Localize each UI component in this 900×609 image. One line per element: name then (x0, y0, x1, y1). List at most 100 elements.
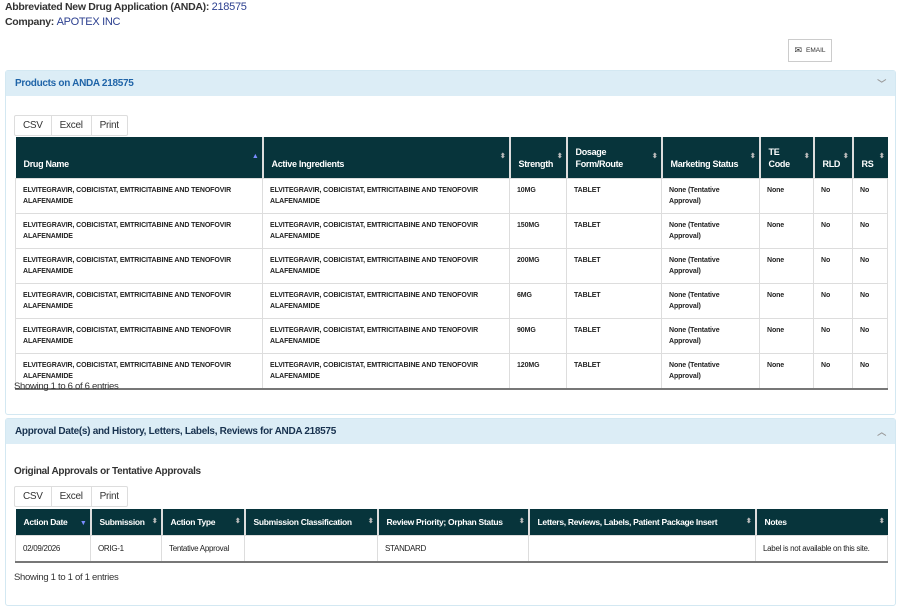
column-header[interactable]: Marketing Status ⬍ (661, 137, 761, 178)
excel-button[interactable]: Excel (52, 116, 92, 135)
table-cell: None (759, 247, 814, 284)
products-table-info: Showing 1 to 6 of 6 entries (14, 381, 119, 392)
table-cell: ELVITEGRAVIR, COBICISTAT, EMTRICITABINE … (262, 282, 510, 319)
column-header[interactable]: Submission ⬍ (90, 509, 163, 535)
table-cell: ELVITEGRAVIR, COBICISTAT, EMTRICITABINE … (15, 317, 263, 354)
approvals-subtitle: Original Approvals or Tentative Approval… (14, 466, 201, 477)
table-cell: 90MG (509, 317, 567, 354)
table-row: ELVITEGRAVIR, COBICISTAT, EMTRICITABINE … (15, 317, 888, 354)
table-cell: No (813, 177, 853, 214)
company-name[interactable]: APOTEX INC (56, 16, 121, 28)
column-header[interactable]: Drug Name ▲ (15, 137, 264, 178)
approvals-export-buttons: CSV Excel Print (14, 486, 128, 507)
column-header[interactable]: Action Type ⬍ (161, 509, 246, 535)
column-header-label: Submission Classification (253, 516, 353, 527)
table-cell: TABLET (566, 177, 662, 214)
excel-button[interactable]: Excel (52, 487, 92, 506)
sort-icon[interactable]: ⬍ (651, 153, 658, 160)
products-table: Drug Name ▲ Active Ingredients ⬍ Strength ⬍ Do… (15, 137, 888, 390)
sort-icon[interactable]: ⬍ (749, 153, 756, 160)
table-cell: TABLET (566, 317, 662, 354)
email-button[interactable]: ✉ EMAIL (788, 39, 832, 62)
table-cell: 150MG (509, 212, 567, 249)
sort-icon[interactable]: ⬍ (367, 518, 374, 525)
table-cell: TABLET (566, 247, 662, 284)
approvals-panel-header[interactable]: Approval Date(s) and History, Letters, L… (6, 419, 895, 444)
csv-button[interactable]: CSV (15, 116, 52, 135)
table-cell: TABLET (566, 282, 662, 319)
column-header[interactable]: Active Ingredients ⬍ (262, 137, 511, 178)
column-header[interactable]: Review Priority; Orphan Status ⬍ (377, 509, 530, 535)
table-cell: No (852, 352, 888, 390)
column-header[interactable]: Notes ⬍ (755, 509, 888, 535)
table-row: ELVITEGRAVIR, COBICISTAT, EMTRICITABINE … (15, 247, 888, 284)
sort-icon[interactable]: ⬍ (842, 153, 849, 160)
csv-button[interactable]: CSV (15, 487, 52, 506)
sort-descending-icon[interactable]: ▼ (79, 520, 87, 527)
table-row: ELVITEGRAVIR, COBICISTAT, EMTRICITABINE … (15, 212, 888, 249)
table-cell: ELVITEGRAVIR, COBICISTAT, EMTRICITABINE … (15, 177, 263, 214)
table-cell: 02/09/2026 (15, 534, 91, 563)
products-export-buttons: CSV Excel Print (14, 115, 128, 136)
envelope-icon: ✉ (794, 45, 803, 55)
table-cell: No (813, 282, 853, 319)
column-header[interactable]: Strength ⬍ (509, 137, 568, 178)
column-header-label: Active Ingredients (271, 158, 345, 169)
column-header[interactable]: Dosage Form/Route ⬍ (566, 137, 663, 178)
sort-icon[interactable]: ⬍ (556, 153, 563, 160)
table-row: ELVITEGRAVIR, COBICISTAT, EMTRICITABINE … (15, 282, 888, 319)
table-cell: None (Tentative Approval) (661, 247, 760, 284)
table-cell: No (813, 317, 853, 354)
sort-icon[interactable]: ⬍ (499, 153, 506, 160)
approvals-table-info: Showing 1 to 1 of 1 entries (14, 572, 119, 583)
table-cell: No (852, 212, 888, 249)
table-cell: ELVITEGRAVIR, COBICISTAT, EMTRICITABINE … (15, 247, 263, 284)
table-cell: None (759, 317, 814, 354)
table-cell: None (759, 282, 814, 319)
table-cell: ELVITEGRAVIR, COBICISTAT, EMTRICITABINE … (262, 212, 510, 249)
column-header-label: Notes (764, 516, 787, 527)
table-cell: None (Tentative Approval) (661, 282, 760, 319)
table-cell (244, 534, 378, 563)
anda-label: Abbreviated New Drug Application (ANDA): (5, 1, 210, 13)
column-header[interactable]: Letters, Reviews, Labels, Patient Packag… (528, 509, 757, 535)
table-cell: Tentative Approval (161, 534, 245, 563)
sort-ascending-icon[interactable]: ▲ (251, 153, 259, 160)
table-cell: No (813, 212, 853, 249)
sort-icon[interactable]: ⬍ (234, 518, 241, 525)
table-row: 02/09/2026 ORIG-1 Tentative Approval STANDA… (15, 534, 888, 563)
column-header-label: TE Code (768, 146, 791, 169)
column-header-label: Marketing Status (670, 158, 739, 169)
print-button[interactable]: Print (99, 491, 119, 502)
table-cell: None (759, 177, 814, 214)
column-header[interactable]: Submission Classification ⬍ (244, 509, 379, 535)
products-panel-header[interactable]: Products on ANDA 218575 ﹀ (6, 71, 895, 96)
table-cell: STANDARD (377, 534, 529, 563)
company-heading: Company: APOTEX INC (5, 16, 120, 28)
column-header-label: Letters, Reviews, Labels, Patient Packag… (537, 516, 718, 527)
print-button[interactable]: Print (99, 120, 119, 131)
table-cell: No (852, 317, 888, 354)
column-header[interactable]: RLD ⬍ (813, 137, 854, 178)
column-header-label: Strength (518, 158, 554, 169)
chevron-up-icon[interactable]: ︿ (877, 427, 886, 437)
column-header-label: Review Priority; Orphan Status (386, 516, 503, 527)
column-header-label: Submission (99, 516, 145, 527)
table-cell: TABLET (566, 212, 662, 249)
sort-icon[interactable]: ⬍ (745, 518, 752, 525)
sort-icon[interactable]: ⬍ (151, 518, 158, 525)
sort-icon[interactable]: ⬍ (803, 153, 810, 160)
table-cell: ORIG-1 (90, 534, 162, 563)
chevron-down-icon[interactable]: ﹀ (877, 79, 886, 89)
company-label: Company: (5, 16, 54, 28)
sort-icon[interactable]: ⬍ (878, 518, 885, 525)
column-header[interactable]: RS ⬍ (852, 137, 888, 178)
sort-icon[interactable]: ⬍ (878, 153, 885, 160)
sort-icon[interactable]: ⬍ (518, 518, 525, 525)
table-cell: None (Tentative Approval) (661, 177, 760, 214)
table-cell: Label is not available on this site. (755, 534, 888, 563)
table-cell: No (852, 247, 888, 284)
table-cell: TABLET (566, 352, 662, 390)
column-header[interactable]: TE Code ⬍ (759, 137, 815, 178)
column-header[interactable]: Action Date ▼ (15, 509, 92, 535)
